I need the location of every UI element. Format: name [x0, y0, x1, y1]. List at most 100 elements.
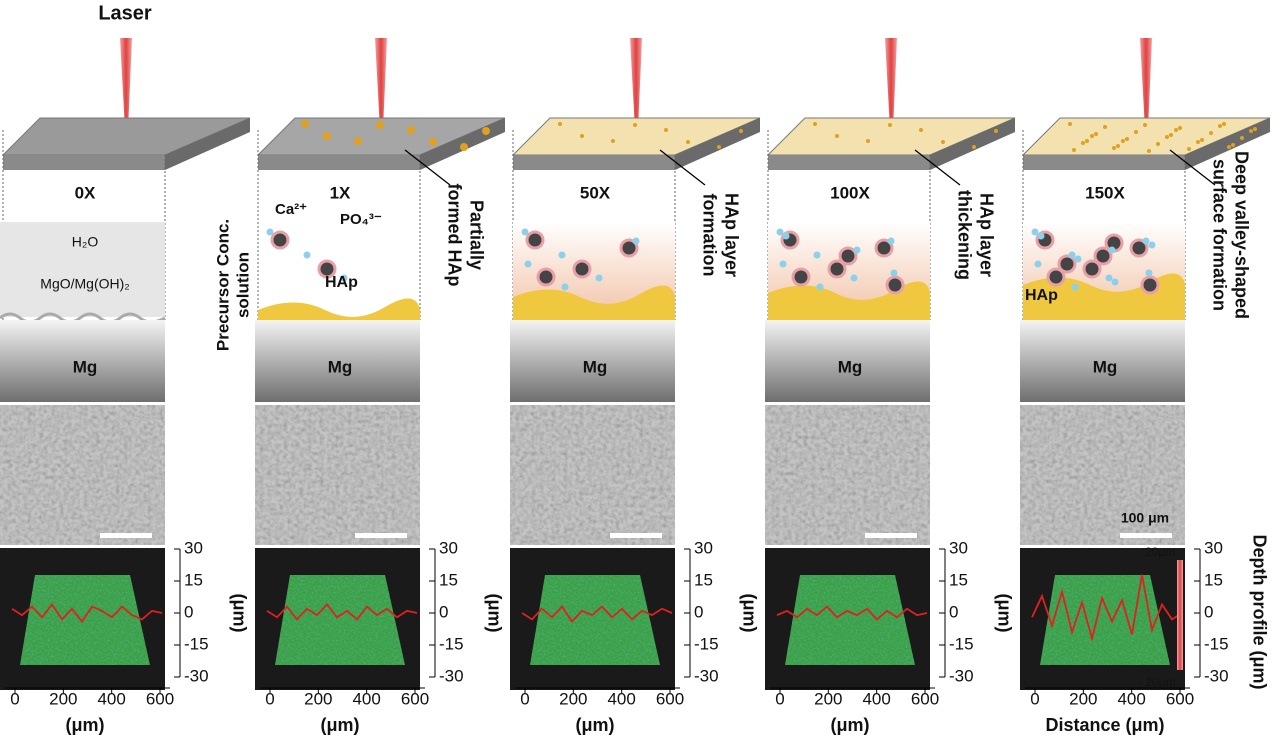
magnesium: [1020, 320, 1185, 402]
calcium-ion: [1074, 255, 1082, 263]
ion-label: Ca²⁺: [275, 201, 307, 218]
slab-end: [930, 118, 1015, 170]
slab-particle: [1147, 149, 1151, 153]
hap-layer: [513, 285, 675, 320]
note-pointer: [914, 149, 961, 186]
phosphate: [885, 275, 905, 295]
y-tick-label: 0: [439, 602, 448, 621]
slab-particle: [1116, 144, 1120, 148]
y-tick-label: 30: [1204, 538, 1223, 557]
calcium-ion: [1031, 228, 1039, 236]
y-tick-label: -30: [439, 666, 464, 685]
scale-bar-label: 100 μm: [1121, 510, 1169, 526]
slab-particle: [1143, 123, 1147, 127]
depth-profile: [521, 605, 673, 623]
x-tick-label: 0: [10, 689, 19, 708]
y-tick-label: -15: [949, 634, 974, 653]
x-tick-label: 400: [862, 689, 890, 708]
calcium-ion: [632, 237, 640, 245]
y-tick-label: -15: [184, 634, 209, 653]
slab-particle: [1200, 138, 1204, 142]
calcium-ion: [266, 228, 274, 236]
substrate-label: Mg: [328, 357, 353, 376]
slab-particle: [866, 139, 870, 143]
slab-particle: [1227, 145, 1231, 149]
colorbar-label: 20μm: [1145, 545, 1175, 559]
phosphate: [1140, 275, 1160, 295]
oxide-label: MgO/Mg(OH)₂: [40, 276, 129, 292]
slab-particle: [1218, 124, 1222, 128]
slab-particle: [1169, 133, 1173, 137]
y-tick-label: -30: [949, 666, 974, 685]
y-tick-label: 15: [694, 570, 713, 589]
y-tick-label: 30: [949, 538, 968, 557]
slab-side: [513, 155, 675, 170]
x-tick-label: 200: [304, 689, 332, 708]
slab-particle: [1253, 127, 1257, 131]
x-tick-label: 400: [352, 689, 380, 708]
surface-noise: [530, 575, 660, 665]
concentration: 50X: [580, 183, 611, 202]
y-axis-label: (μm): [484, 593, 504, 632]
y-tick-label: -15: [694, 634, 719, 653]
panel: 0X H₂O MgO/Mg(OH)₂ Mg 30 15 0 -15 -30 0 200 400 600 (…: [0, 38, 251, 735]
slab-particle: [1249, 129, 1253, 133]
slab-particle: [686, 140, 690, 144]
phosphate: [572, 259, 592, 279]
scale-bar: [100, 533, 152, 538]
phosphate: [619, 238, 639, 258]
slab-particle: [580, 134, 584, 138]
calcium-ion: [1142, 237, 1150, 245]
note-pointer: [1169, 149, 1216, 186]
slab-particle: [376, 121, 384, 129]
phosphate: [1129, 238, 1149, 258]
y-axis-label: Depth profile (μm): [1249, 534, 1269, 689]
slab-end: [165, 118, 250, 170]
calcium-ion: [595, 274, 603, 282]
substrate-label: Mg: [838, 357, 863, 376]
water: [0, 222, 165, 317]
slab-particle: [1090, 134, 1094, 138]
phosphate: [1082, 259, 1102, 279]
note-line: Partially: [466, 200, 486, 270]
x-axis-label: (μm): [65, 715, 104, 735]
laser-beam: [885, 38, 897, 130]
note-line: Deep valley-shaped: [1231, 151, 1251, 319]
slab-particle: [994, 129, 998, 133]
y-tick-label: 15: [184, 570, 203, 589]
phosphate: [317, 259, 337, 279]
y-tick-label: 15: [949, 570, 968, 589]
slab-particle: [1187, 147, 1191, 151]
x-tick-label: 200: [814, 689, 842, 708]
laser-beam: [630, 38, 642, 130]
y-axis-title: (μm): [994, 593, 1014, 632]
calcium-ion: [853, 246, 861, 254]
x-tick-label: 200: [559, 689, 587, 708]
slab-particle: [888, 123, 892, 127]
slab-end: [1185, 118, 1270, 170]
slab-particle: [301, 120, 309, 128]
note-line: HAp layer: [721, 193, 741, 277]
x-tick-label: 0: [775, 689, 784, 708]
slab-particle: [1231, 143, 1235, 147]
laser-beam: [375, 38, 387, 130]
magnesium: [255, 320, 420, 402]
slab-particle: [1178, 126, 1182, 130]
depth-profile: [11, 602, 163, 624]
water-label: H₂O: [72, 234, 99, 250]
calcium-ion: [850, 274, 858, 282]
surface-noise: [20, 575, 150, 665]
slab-side: [768, 155, 930, 170]
scale-bar: [1120, 533, 1172, 538]
slab-particle: [835, 134, 839, 138]
x-tick-label: 200: [49, 689, 77, 708]
substrate-label: Mg: [73, 357, 98, 376]
laser-beam: [1140, 38, 1152, 130]
calcium-ion: [779, 260, 787, 268]
